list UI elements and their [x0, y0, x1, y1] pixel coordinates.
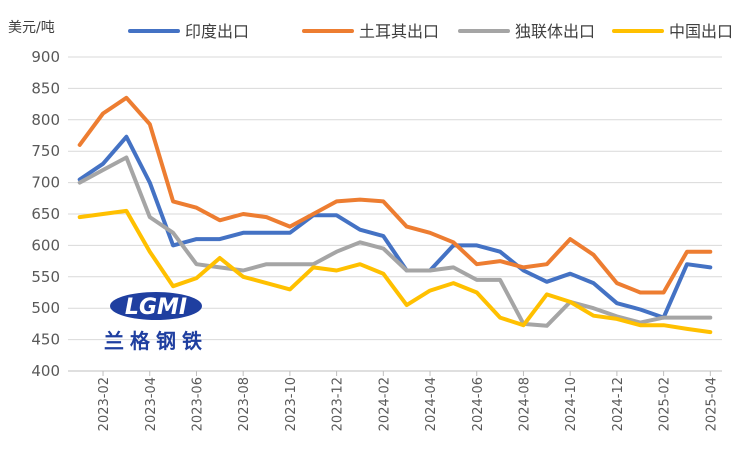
- x-tick-label: 2024-06: [471, 377, 486, 431]
- y-tick-label: 850: [31, 79, 60, 97]
- legend-label: 土耳其出口: [359, 22, 439, 41]
- y-tick-label: 800: [31, 111, 60, 129]
- series-line-2: [77, 95, 713, 295]
- series-line-1: [77, 134, 713, 320]
- x-tick-label: 2024-10: [564, 377, 579, 431]
- x-tick-label: 2024-02: [377, 377, 392, 431]
- x-tick-label: 2023-10: [284, 377, 299, 431]
- y-tick-label: 500: [31, 299, 60, 317]
- y-axis-unit-label: 美元/吨: [8, 20, 55, 36]
- y-tick-label: 600: [31, 236, 60, 254]
- y-tick-label: 400: [31, 362, 60, 380]
- x-tick-label: 2023-12: [331, 377, 346, 431]
- logo-chinese-text: 兰格钢铁: [104, 329, 208, 353]
- x-tick-label: 2023-06: [190, 377, 205, 431]
- y-tick-label: 650: [31, 205, 60, 223]
- legend-label: 印度出口: [185, 22, 249, 41]
- x-tick-label: 2024-04: [424, 377, 439, 431]
- x-tick-label: 2023-02: [97, 377, 112, 431]
- logo-oval: [110, 292, 202, 320]
- x-tick-label: 2023-04: [144, 377, 159, 431]
- x-tick-label: 2025-04: [704, 377, 719, 431]
- legend-label: 中国出口: [669, 22, 733, 41]
- x-tick-label: 2024-08: [517, 377, 532, 431]
- y-tick-label: 450: [31, 331, 60, 349]
- y-tick-label: 550: [31, 268, 60, 286]
- series-line-3: [77, 155, 713, 328]
- series-line-4: [77, 208, 713, 335]
- y-tick-label: 700: [31, 174, 60, 192]
- x-tick-label: 2023-08: [237, 377, 252, 431]
- y-tick-label: 900: [31, 48, 60, 66]
- series-lines: [77, 95, 713, 335]
- x-tick-label: 2024-12: [611, 377, 626, 431]
- legend-label: 独联体出口: [515, 22, 595, 41]
- x-axis-ticks: 2023-02 2023-04 2023-06 2023-08 2023-10 2023-…: [97, 371, 719, 431]
- y-tick-label: 750: [31, 142, 60, 160]
- lgmi-logo: LGMI 兰格钢铁: [104, 292, 208, 353]
- y-axis-ticks: 400 450 500 550 600 650 700 750 800 850 900: [31, 48, 60, 380]
- x-tick-label: 2025-02: [658, 377, 673, 431]
- logo-text: LGMI: [125, 295, 187, 320]
- legend: 印度出口 土耳其出口 独联体出口 中国出口: [128, 22, 733, 41]
